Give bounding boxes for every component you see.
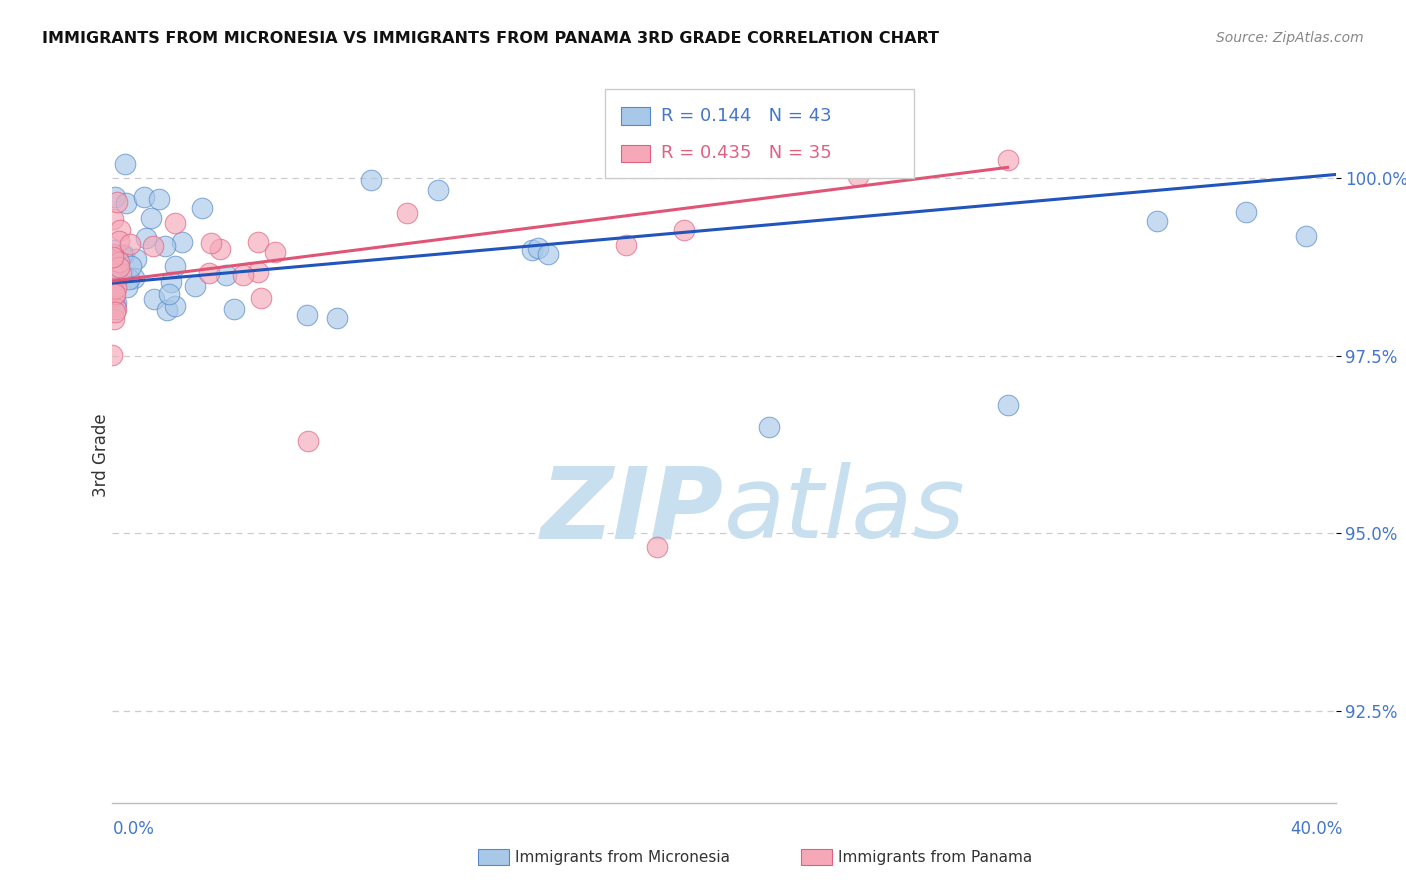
Point	[101, 348, 124, 362]
Point	[200, 235, 222, 250]
Point	[103, 312, 125, 326]
Point	[672, 223, 695, 237]
Text: 40.0%: 40.0%	[1291, 820, 1343, 838]
Point	[846, 169, 869, 183]
Point	[101, 247, 124, 261]
Point	[148, 192, 170, 206]
Point	[520, 244, 543, 258]
Point	[112, 248, 135, 262]
Point	[198, 266, 221, 280]
Point	[758, 419, 780, 434]
Point	[101, 212, 124, 227]
Point	[110, 267, 132, 281]
Point	[104, 281, 127, 295]
Point	[263, 245, 285, 260]
Text: ZIP: ZIP	[541, 462, 724, 559]
Point	[156, 302, 179, 317]
Point	[537, 247, 560, 261]
Point	[108, 255, 131, 269]
Point	[101, 274, 124, 288]
Point	[395, 206, 418, 220]
Point	[132, 189, 155, 203]
Point	[209, 243, 232, 257]
Point	[297, 434, 319, 448]
Point	[1234, 204, 1257, 219]
Point	[105, 295, 128, 310]
Text: Immigrants from Panama: Immigrants from Panama	[838, 850, 1032, 864]
Point	[122, 271, 145, 285]
Point	[103, 244, 125, 258]
Text: atlas: atlas	[724, 462, 966, 559]
Point	[159, 275, 181, 289]
Point	[120, 259, 142, 273]
Point	[614, 237, 637, 252]
Point	[103, 283, 125, 297]
Point	[142, 292, 165, 306]
Point	[191, 201, 214, 215]
Point	[645, 540, 668, 554]
Point	[135, 231, 157, 245]
Point	[153, 239, 176, 253]
Point	[426, 182, 449, 196]
Point	[108, 260, 131, 275]
Point	[165, 299, 187, 313]
Point	[325, 310, 347, 325]
Point	[108, 235, 131, 249]
Point	[184, 278, 207, 293]
Text: 0.0%: 0.0%	[112, 820, 155, 838]
Point	[115, 279, 138, 293]
Point	[224, 302, 246, 317]
Text: R = 0.144   N = 43: R = 0.144 N = 43	[661, 107, 831, 125]
Point	[246, 265, 269, 279]
Point	[108, 223, 131, 237]
Point	[250, 291, 273, 305]
Point	[295, 308, 318, 322]
Y-axis label: 3rd Grade: 3rd Grade	[93, 413, 110, 497]
Point	[104, 190, 127, 204]
Point	[115, 195, 138, 210]
Point	[105, 194, 128, 209]
Point	[997, 398, 1019, 412]
Point	[215, 268, 238, 282]
Point	[165, 216, 187, 230]
Point	[103, 289, 125, 303]
Point	[1295, 228, 1317, 243]
Point	[104, 299, 127, 313]
Point	[120, 236, 142, 251]
Point	[124, 252, 146, 267]
Point	[1146, 214, 1168, 228]
Point	[997, 153, 1019, 168]
Point	[360, 173, 382, 187]
Point	[139, 211, 162, 226]
Point	[163, 259, 186, 273]
Point	[142, 239, 165, 253]
Point	[172, 235, 194, 250]
Point	[101, 274, 124, 288]
Point	[157, 287, 180, 301]
Point	[527, 241, 550, 255]
Point	[101, 250, 124, 264]
Text: IMMIGRANTS FROM MICRONESIA VS IMMIGRANTS FROM PANAMA 3RD GRADE CORRELATION CHART: IMMIGRANTS FROM MICRONESIA VS IMMIGRANTS…	[42, 31, 939, 46]
Point	[105, 302, 128, 317]
Point	[114, 157, 136, 171]
Text: Source: ZipAtlas.com: Source: ZipAtlas.com	[1216, 31, 1364, 45]
Text: R = 0.435   N = 35: R = 0.435 N = 35	[661, 145, 831, 162]
Point	[247, 235, 270, 249]
Text: Immigrants from Micronesia: Immigrants from Micronesia	[515, 850, 730, 864]
Point	[104, 305, 127, 319]
Point	[111, 247, 134, 261]
Point	[118, 272, 141, 286]
Point	[232, 268, 254, 283]
Point	[104, 286, 127, 301]
